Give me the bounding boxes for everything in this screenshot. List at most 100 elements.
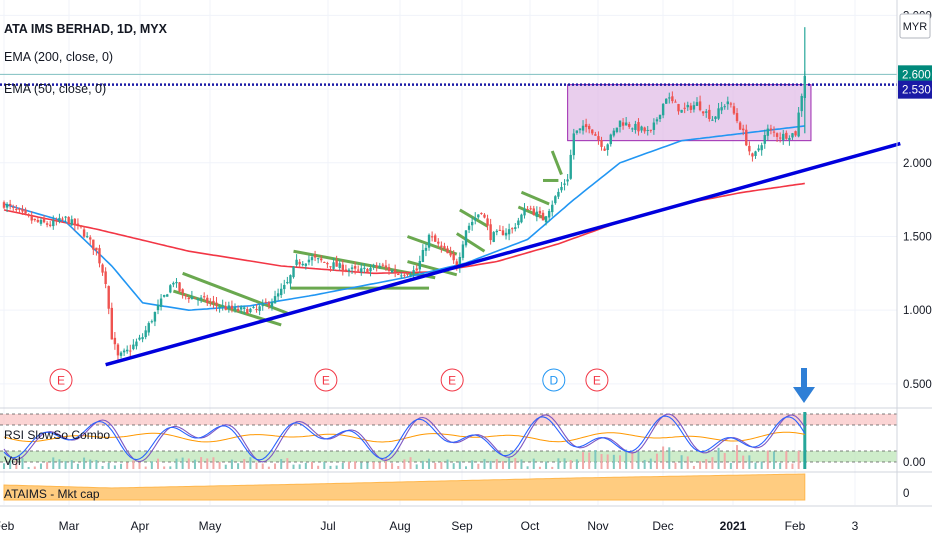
candle-body [711, 119, 714, 121]
volume-bar [280, 459, 283, 469]
candle-body [24, 209, 27, 214]
volume-bar [501, 461, 504, 469]
candle-body [701, 111, 705, 114]
candle-body [98, 248, 101, 264]
volume-bar [144, 466, 147, 469]
candle-body [144, 330, 147, 338]
volume-bar [15, 460, 18, 469]
earnings-marker-label: E [322, 374, 330, 388]
volume-bar [169, 466, 172, 469]
earnings-marker[interactable] [49, 368, 73, 392]
candle-body [778, 137, 782, 139]
volume-bar [631, 450, 634, 469]
candle-body [742, 128, 745, 131]
candle-body [369, 267, 372, 272]
volume-bar [785, 451, 788, 469]
candle-body [532, 208, 535, 215]
rsi-line [3, 413, 806, 463]
x-tick-label: Oct [521, 519, 540, 533]
volume-bar [409, 457, 412, 469]
candle-body [621, 122, 625, 126]
candle-body [526, 209, 529, 211]
candle-body [310, 257, 314, 261]
earnings-marker[interactable] [440, 368, 464, 392]
candle-body [566, 179, 569, 182]
candle-body [39, 219, 43, 224]
volume-bar [619, 455, 621, 469]
candle-body [689, 105, 693, 110]
candle-body [104, 271, 107, 285]
candle-body [196, 299, 200, 301]
candle-body [172, 282, 175, 285]
candle-body [631, 128, 634, 130]
earnings-marker[interactable] [585, 368, 609, 392]
legend-market-cap[interactable]: ATAIMS - Mkt cap [4, 487, 100, 501]
volume-bar [335, 465, 338, 469]
volume-bar [421, 460, 424, 469]
volume-bar [341, 462, 344, 469]
candle-body [427, 234, 431, 248]
volume-bar [52, 457, 55, 469]
volume-bar [680, 455, 683, 469]
volume-bar [600, 453, 603, 469]
volume-bar [311, 461, 313, 469]
candle-body [665, 98, 668, 104]
candle-body [381, 264, 385, 266]
candle-body [224, 306, 227, 310]
candle-body [273, 296, 277, 304]
legend-volume[interactable]: Vol [4, 454, 21, 468]
dividend-marker[interactable] [542, 368, 566, 392]
volume-bar [329, 465, 332, 469]
candle-body [332, 262, 335, 269]
volume-bar [267, 466, 270, 469]
candle-body [236, 308, 240, 311]
level-price-label: 2.530 [902, 85, 931, 97]
candle-body [70, 219, 73, 226]
candle-body [209, 302, 212, 304]
pattern-line [182, 271, 288, 315]
volume-bar [181, 457, 184, 469]
candle-body [218, 307, 221, 309]
y-tick-label: 0.500 [903, 379, 932, 391]
volume-bar [366, 462, 369, 469]
candle-body [289, 275, 292, 284]
candle-body [671, 96, 674, 102]
x-tick-label: Feb [0, 519, 15, 533]
candle-body [797, 112, 800, 137]
candle-body [504, 232, 508, 236]
candle-body [723, 106, 726, 108]
candle-body [141, 337, 144, 340]
symbol-title[interactable]: ATA IMS BERHAD, 1D, MYX [4, 22, 167, 36]
stoch-k-line [3, 415, 806, 461]
candle-body [384, 265, 388, 268]
volume-bar [538, 466, 541, 469]
candle-body [591, 129, 594, 134]
candle-body [193, 297, 197, 299]
volume-bar [575, 459, 578, 469]
candle-body [64, 216, 67, 218]
volume-bar [526, 466, 529, 469]
candle-body [514, 227, 517, 229]
ema200-line [3, 182, 805, 275]
pattern-line [455, 232, 486, 253]
candle-body [584, 124, 588, 128]
legend-ema50[interactable]: EMA (50, close, 0) [4, 82, 107, 96]
arrow-down-icon-head [793, 387, 815, 403]
volume-bar [132, 460, 135, 469]
legend-ema200[interactable]: EMA (200, close, 0) [4, 50, 114, 64]
currency-badge[interactable] [899, 13, 931, 39]
candle-body [33, 218, 36, 221]
legend-rsi-combo[interactable]: RSI SlowSo Combo [4, 428, 111, 442]
candle-body [76, 223, 80, 225]
candle-body [511, 228, 514, 230]
candle-body [212, 300, 215, 303]
y-tick-label: 1.000 [903, 305, 932, 317]
candle-body [215, 302, 218, 306]
candle-body [695, 102, 699, 106]
candle-body [714, 116, 717, 120]
earnings-marker[interactable] [314, 368, 338, 392]
candle-body [594, 134, 597, 136]
candle-body [634, 123, 637, 130]
candle-body [320, 258, 323, 261]
